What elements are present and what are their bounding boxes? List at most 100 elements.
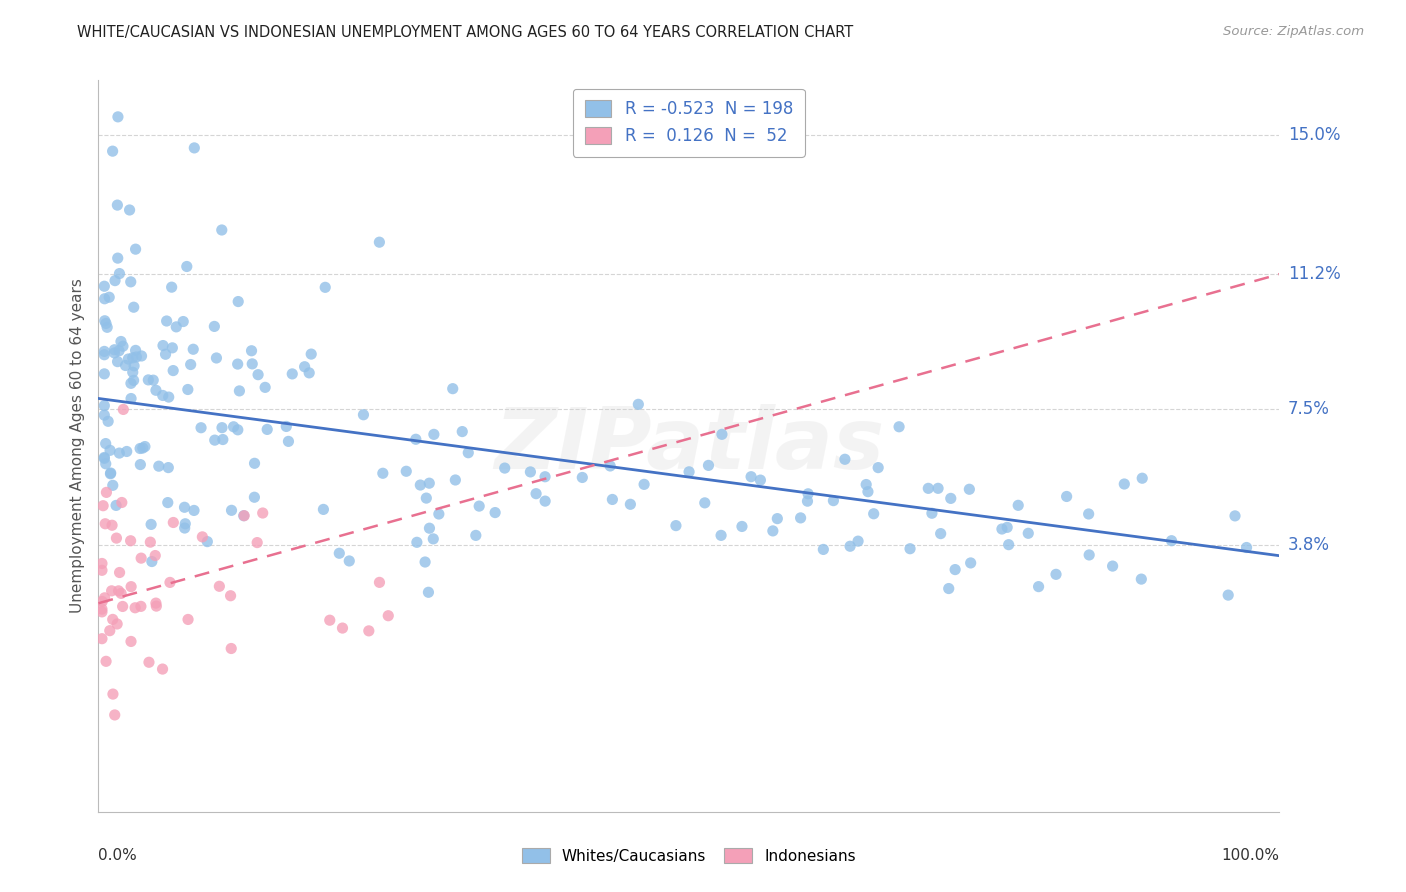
Point — [118, 202, 141, 217]
Point — [115, 444, 138, 458]
Point — [145, 599, 167, 613]
Point — [177, 383, 200, 397]
Point — [142, 373, 165, 387]
Point — [337, 554, 360, 568]
Point — [697, 458, 720, 473]
Point — [232, 508, 254, 523]
Point — [129, 551, 152, 566]
Point — [1045, 567, 1067, 582]
Point — [484, 506, 506, 520]
Point — [91, 632, 114, 646]
Point — [110, 334, 132, 349]
Point — [172, 314, 194, 328]
Point — [98, 624, 121, 638]
Point — [226, 294, 249, 309]
Point — [152, 388, 174, 402]
Point — [93, 348, 115, 362]
Point — [129, 458, 152, 472]
Point — [157, 460, 180, 475]
Point — [855, 477, 877, 491]
Point — [174, 516, 197, 531]
Point — [222, 419, 245, 434]
Point — [208, 579, 231, 593]
Point — [129, 599, 152, 614]
Point — [219, 589, 242, 603]
Point — [120, 275, 142, 289]
Point — [107, 583, 129, 598]
Point — [240, 343, 263, 358]
Point — [464, 528, 486, 542]
Point — [619, 497, 641, 511]
Point — [749, 473, 772, 487]
Point — [120, 634, 142, 648]
Point — [599, 458, 621, 473]
Point — [134, 440, 156, 454]
Point — [97, 414, 120, 428]
Point — [1077, 507, 1099, 521]
Point — [418, 585, 440, 599]
Point — [138, 373, 160, 387]
Point — [152, 662, 174, 676]
Point — [124, 242, 146, 256]
Point — [534, 494, 557, 508]
Point — [105, 531, 128, 545]
Point — [395, 464, 418, 478]
Point — [226, 423, 249, 437]
Point — [256, 422, 278, 436]
Point — [111, 495, 134, 509]
Point — [94, 317, 117, 331]
Text: 11.2%: 11.2% — [1288, 265, 1340, 283]
Point — [1007, 499, 1029, 513]
Point — [314, 280, 336, 294]
Point — [997, 538, 1019, 552]
Point — [107, 251, 129, 265]
Point — [139, 517, 162, 532]
Point — [368, 235, 391, 250]
Text: 0.0%: 0.0% — [98, 848, 138, 863]
Point — [104, 708, 127, 723]
Y-axis label: Unemployment Among Ages 60 to 64 years: Unemployment Among Ages 60 to 64 years — [69, 278, 84, 614]
Point — [627, 397, 650, 411]
Point — [111, 599, 134, 614]
Point — [468, 499, 491, 513]
Point — [921, 506, 943, 520]
Point — [195, 534, 218, 549]
Point — [165, 319, 187, 334]
Point — [124, 600, 146, 615]
Point — [93, 408, 115, 422]
Point — [957, 483, 980, 497]
Point — [100, 583, 122, 598]
Point — [423, 427, 446, 442]
Point — [94, 436, 117, 450]
Point — [100, 466, 122, 480]
Text: 15.0%: 15.0% — [1288, 126, 1340, 145]
Point — [240, 357, 263, 371]
Point — [103, 346, 125, 360]
Point — [108, 446, 131, 460]
Point — [104, 274, 127, 288]
Point — [943, 563, 966, 577]
Point — [100, 467, 122, 481]
Point — [1028, 580, 1050, 594]
Point — [105, 499, 128, 513]
Point — [451, 425, 474, 439]
Point — [101, 612, 124, 626]
Point — [377, 608, 399, 623]
Point — [602, 492, 624, 507]
Point — [1101, 559, 1123, 574]
Point — [101, 518, 124, 533]
Point — [813, 542, 835, 557]
Point — [145, 596, 167, 610]
Point — [243, 456, 266, 470]
Point — [368, 575, 391, 590]
Point — [124, 343, 146, 358]
Point — [353, 408, 375, 422]
Point — [731, 519, 754, 533]
Point — [91, 557, 114, 571]
Point — [121, 351, 143, 365]
Point — [105, 617, 128, 632]
Text: 7.5%: 7.5% — [1288, 401, 1330, 418]
Text: WHITE/CAUCASIAN VS INDONESIAN UNEMPLOYMENT AMONG AGES 60 TO 64 YEARS CORRELATION: WHITE/CAUCASIAN VS INDONESIAN UNEMPLOYME… — [77, 25, 853, 40]
Point — [823, 493, 845, 508]
Point — [294, 359, 316, 374]
